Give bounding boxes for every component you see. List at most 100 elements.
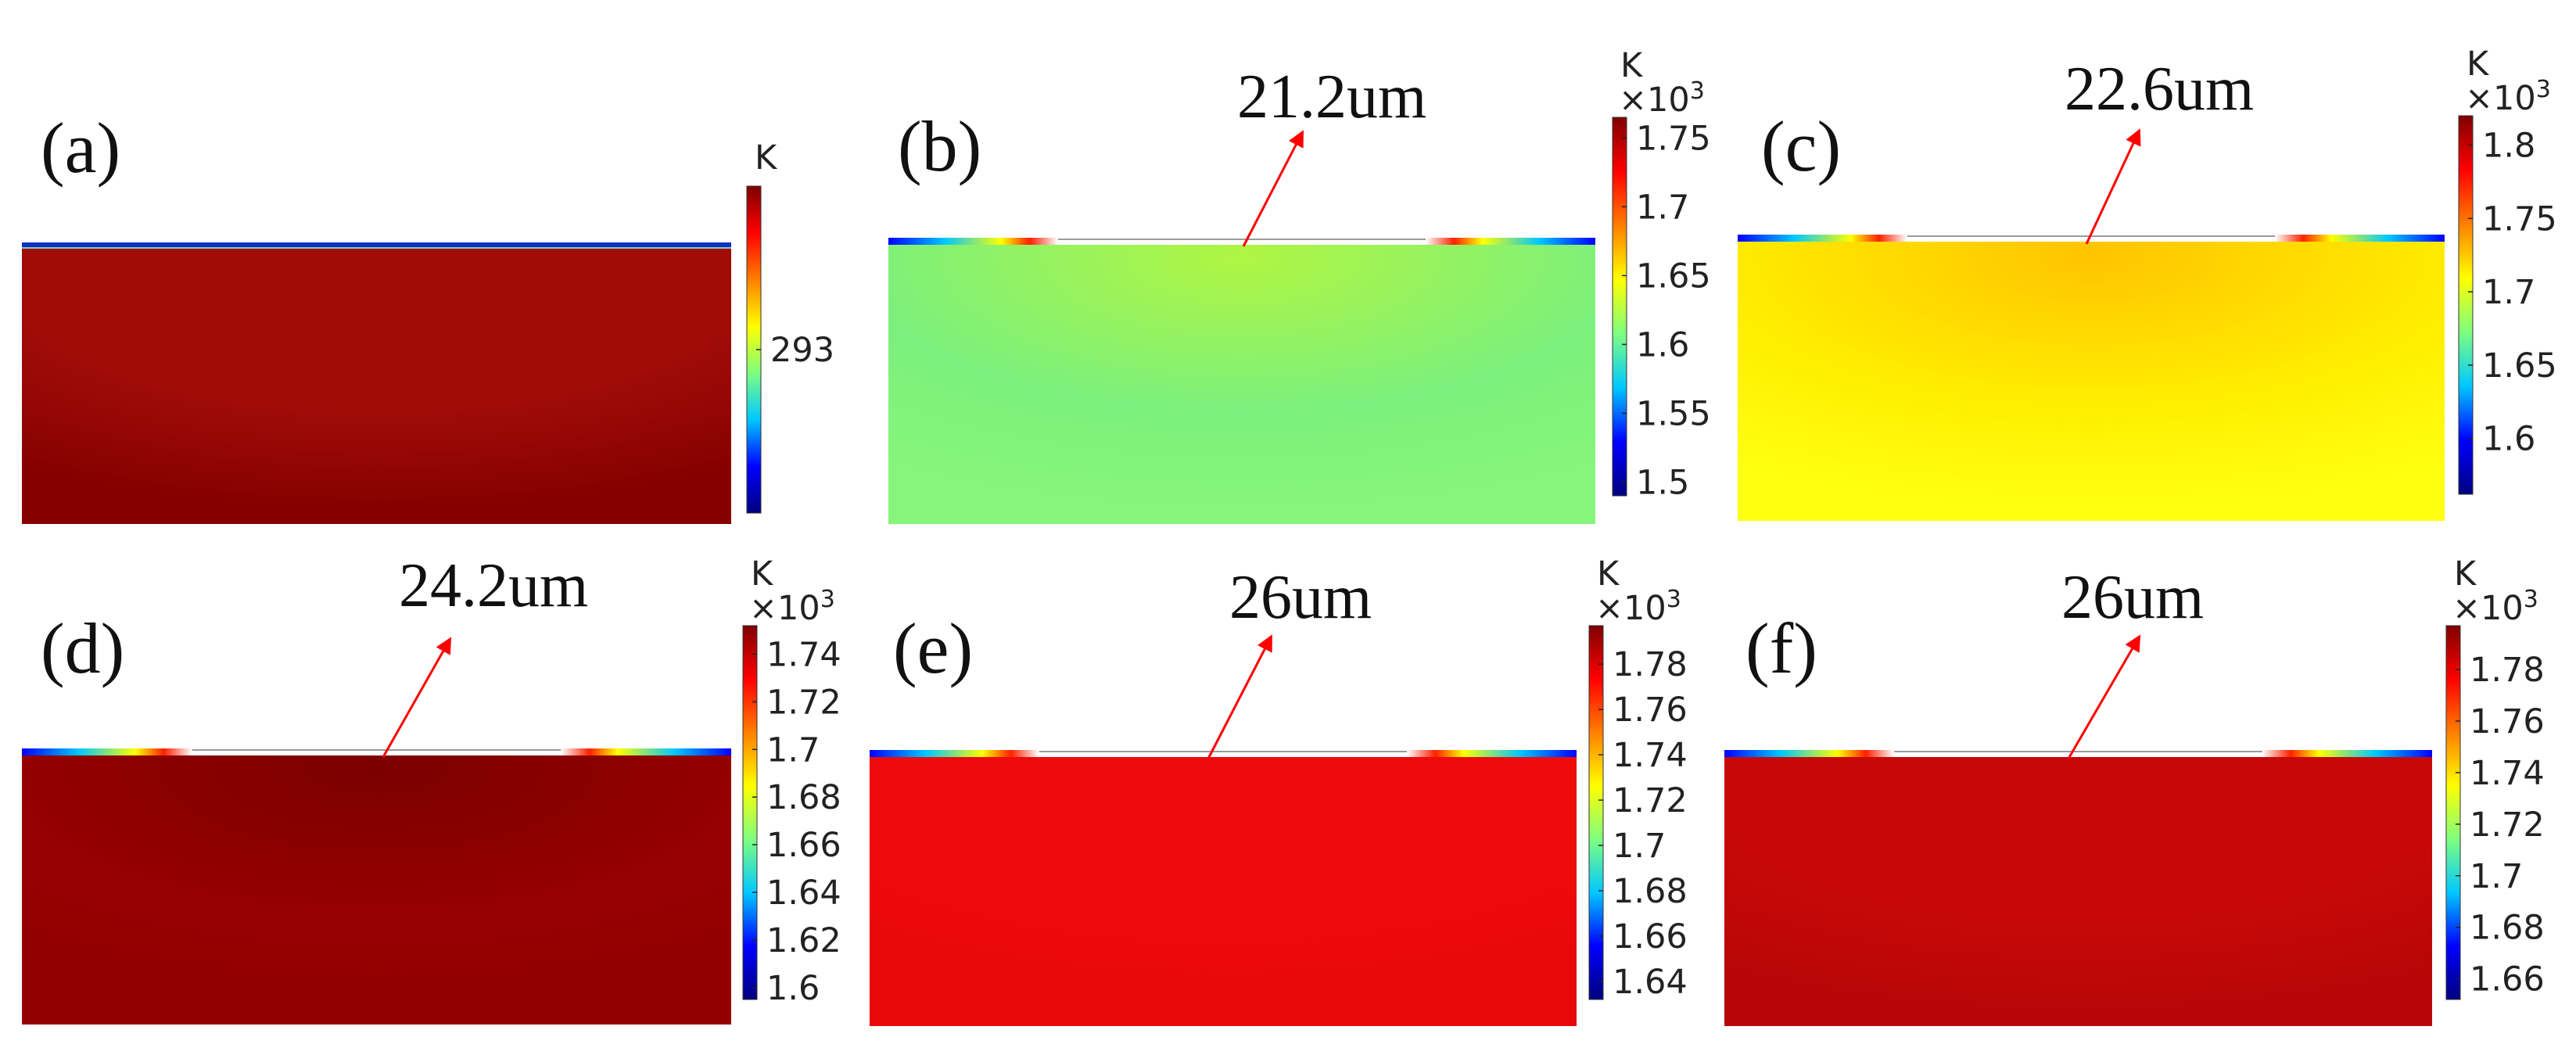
colorbar-tick-label: 1.64 <box>766 874 841 913</box>
colorbar-tick-label: 1.68 <box>2470 909 2545 948</box>
colorbar-tick-label: 1.64 <box>1613 963 1688 1002</box>
colorbar-tick-label: 1.5 <box>1636 463 1689 502</box>
panel-b: (b) 21.2um K×103 1.5 1.55 1.6 1.65 1.7 1.75 <box>888 46 1711 524</box>
colorbar: K×103 1.5 1.55 1.6 1.65 1.7 1.75 <box>1612 46 1711 502</box>
colorbar-unit: K <box>751 554 774 594</box>
colorbar: K×103 1.66 1.68 1.7 1.72 1.74 1.76 1.78 <box>2445 554 2545 1000</box>
colorbar-tick-label: 1.76 <box>1613 691 1688 730</box>
colorbar-unit: K <box>1620 46 1644 85</box>
colorbar-gradient <box>2458 115 2474 495</box>
panel-f: (f) 26um K×103 1.66 1.68 1.7 1.72 1.74 1.76 1.78 <box>1724 554 2545 1026</box>
panel-label: (a) <box>41 108 120 188</box>
panel-d: (d) 24.2um K×103 1.6 1.62 1.64 1.66 1.68 1.7 1.72… <box>22 551 841 1024</box>
melt-pool-strip <box>1724 750 2432 757</box>
melt-depth-annotation: 26um <box>1229 563 1372 632</box>
melt-pool-strip <box>1738 235 2445 242</box>
colorbar-multiplier: ×103 <box>1619 77 1705 120</box>
annotation-arrow <box>2085 128 2141 245</box>
annotation-arrow <box>1242 130 1304 247</box>
colorbar-unit: K <box>1597 554 1620 594</box>
panel-label: (c) <box>1761 106 1841 186</box>
colorbar: K×103 1.6 1.65 1.7 1.75 1.8 <box>2458 45 2557 495</box>
melt-depth-annotation: 24.2um <box>399 551 588 620</box>
colorbar-tick-label: 1.78 <box>2470 651 2545 690</box>
colorbar-tick-label: 1.65 <box>1636 257 1711 296</box>
multiplier-base: ×10 <box>2465 79 2536 118</box>
colorbar-tick-label: 1.7 <box>1636 188 1689 227</box>
panel-a: (a) K 293 <box>22 108 834 524</box>
multiplier-exponent: 3 <box>820 586 835 613</box>
colorbar-tick-label: 1.74 <box>766 636 841 675</box>
colorbar: K×103 1.6 1.62 1.64 1.66 1.68 1.7 1.72 1.74 <box>742 554 841 1008</box>
colorbar-tick-label: 1.68 <box>1613 872 1688 911</box>
colorbar-tick-label: 1.78 <box>1613 645 1688 684</box>
colorbar: K 293 <box>746 138 834 514</box>
colorbar-tick-label: 1.74 <box>1613 736 1688 775</box>
annotation-arrow <box>2067 634 2141 759</box>
temperature-field <box>1738 241 2445 521</box>
colorbar-tick-label: 1.66 <box>766 826 841 865</box>
colorbar-gradient <box>742 625 758 1000</box>
colorbar-tick-label: 293 <box>770 331 834 370</box>
colorbar-tick-label: 1.76 <box>2470 702 2545 741</box>
colorbar-multiplier: ×103 <box>1595 586 1681 628</box>
colorbar-tick-label: 1.68 <box>766 778 841 817</box>
colorbar-tick-label: 1.7 <box>766 730 820 770</box>
temperature-field <box>870 756 1577 1026</box>
melt-pool-strip <box>22 748 731 755</box>
colorbar-tick-label: 1.72 <box>766 683 841 722</box>
colorbar-tick-label: 1.74 <box>2470 754 2545 793</box>
colorbar-tick-label: 1.65 <box>2482 346 2557 386</box>
panel-e: (e) 26um K×103 1.64 1.66 1.68 1.7 1.72 1.74 1.76 1… <box>870 554 1688 1026</box>
melt-pool-strip <box>888 238 1595 245</box>
colorbar-tick-label: 1.62 <box>766 921 841 960</box>
colorbar-tick-label: 1.7 <box>2470 857 2523 896</box>
colorbar-tick-label: 1.6 <box>1636 325 1689 364</box>
panel-label: (b) <box>898 106 981 186</box>
multiplier-base: ×10 <box>749 589 820 628</box>
colorbar-unit: K <box>2454 554 2477 594</box>
colorbar-tick-label: 1.72 <box>1613 781 1688 820</box>
annotation-arrow <box>382 637 452 758</box>
colorbar: K×103 1.64 1.66 1.68 1.7 1.72 1.74 1.76 1.78 <box>1588 554 1688 1002</box>
colorbar-gradient <box>1612 117 1627 497</box>
temperature-field <box>888 244 1595 524</box>
colorbar-tick-label: 1.6 <box>766 969 820 1008</box>
panel-label: (d) <box>41 608 124 688</box>
melt-pool-strip <box>870 750 1577 757</box>
colorbar-tick-label: 1.55 <box>1636 394 1711 433</box>
panel-c: (c) 22.6um K×103 1.6 1.65 1.7 1.75 1.8 <box>1738 45 2557 521</box>
colorbar-multiplier: ×103 <box>2465 76 2551 118</box>
melt-depth-annotation: 21.2um <box>1237 63 1426 131</box>
multiplier-exponent: 3 <box>1667 586 1681 613</box>
multiplier-base: ×10 <box>1595 589 1667 628</box>
temperature-field <box>22 755 731 1024</box>
colorbar-multiplier: ×103 <box>2452 586 2538 628</box>
colorbar-gradient <box>2445 625 2461 1000</box>
colorbar-multiplier: ×103 <box>749 586 835 628</box>
colorbar-tick-label: 1.66 <box>2470 960 2545 999</box>
temperature-field <box>22 249 731 524</box>
multiplier-base: ×10 <box>1619 81 1690 120</box>
top-layer-strip <box>22 242 731 249</box>
multiplier-exponent: 3 <box>2536 76 2551 103</box>
colorbar-gradient <box>1588 625 1604 1000</box>
temperature-field <box>1724 756 2432 1026</box>
colorbar-tick-label: 1.7 <box>1613 827 1666 866</box>
multiplier-exponent: 3 <box>1690 77 1705 105</box>
multiplier-exponent: 3 <box>2524 586 2538 613</box>
panel-label: (e) <box>893 608 973 688</box>
colorbar-tick-label: 1.8 <box>2482 127 2535 166</box>
colorbar-tick-label: 1.75 <box>1636 119 1711 158</box>
colorbar-tick-label: 1.6 <box>2482 420 2535 459</box>
colorbar-tick-label: 1.66 <box>1613 917 1688 956</box>
colorbar-tick-label: 1.72 <box>2470 806 2545 845</box>
annotation-arrow <box>1207 634 1272 759</box>
colorbar-tick-label: 1.75 <box>2482 199 2557 239</box>
panel-label: (f) <box>1745 608 1817 688</box>
melt-depth-annotation: 22.6um <box>2065 55 2254 124</box>
colorbar-unit: K <box>2467 45 2490 84</box>
multiplier-base: ×10 <box>2452 589 2524 628</box>
colorbar-tick-label: 1.7 <box>2482 273 2535 312</box>
